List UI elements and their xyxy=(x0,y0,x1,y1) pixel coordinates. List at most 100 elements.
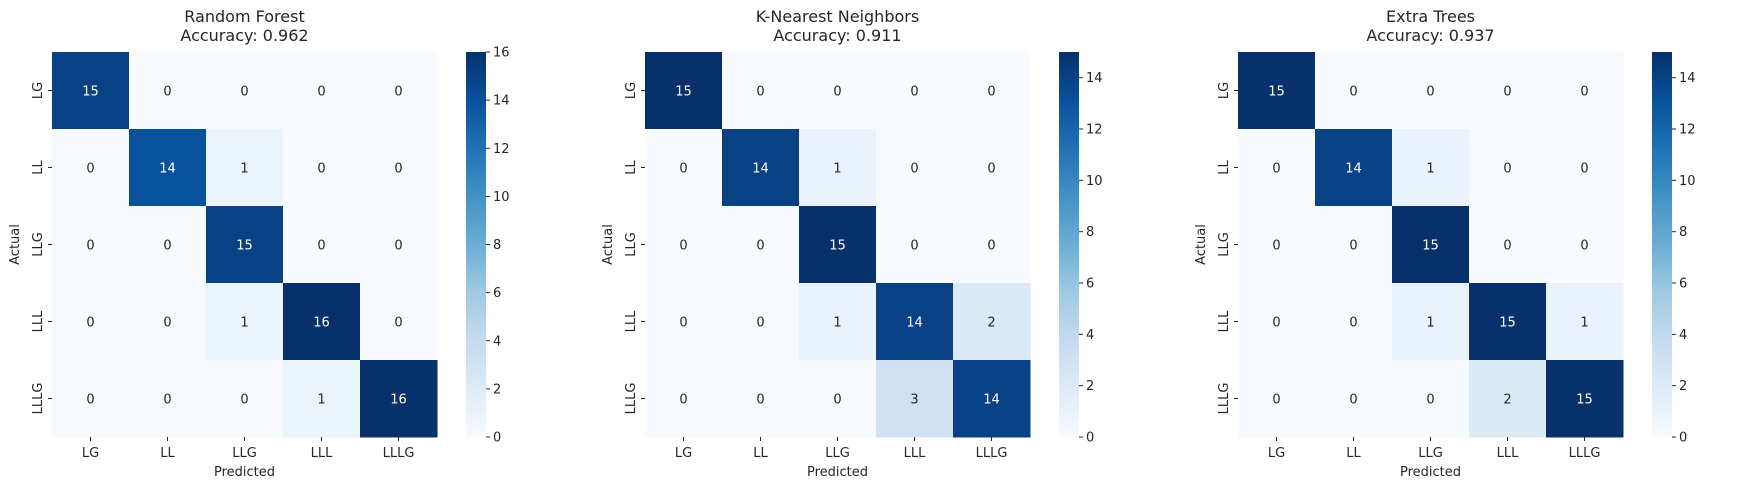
heatmap-cell xyxy=(283,283,361,361)
colorbar-tick-label: 14 xyxy=(493,94,510,109)
y-tick-label: LLLG xyxy=(624,383,639,415)
heatmap-cell xyxy=(876,129,954,207)
y-tick-label: LG xyxy=(624,82,639,99)
heatmap-cell xyxy=(722,129,800,207)
x-tick-label: LLL xyxy=(904,446,926,461)
cell-value-label: 0 xyxy=(987,85,995,100)
colorbar-tick-label: 2 xyxy=(1086,379,1094,394)
cell-value-label: 0 xyxy=(1272,239,1280,254)
colorbar-tick-label: 10 xyxy=(493,190,510,205)
heatmap-cell xyxy=(1392,206,1470,284)
heatmap-cell xyxy=(129,129,207,207)
y-tick-label: LLG xyxy=(1217,232,1232,257)
chart-subtitle: Accuracy: 0.911 xyxy=(773,26,901,45)
colorbar-tick-label: 14 xyxy=(1086,71,1103,86)
heatmap-cell xyxy=(722,283,800,361)
heatmap-cell xyxy=(1315,129,1393,207)
y-axis-label: Actual xyxy=(8,224,23,265)
heatmap-cell xyxy=(1238,129,1316,207)
cell-value-label: 0 xyxy=(1349,393,1357,408)
heatmap-cell xyxy=(129,283,207,361)
heatmap-cell xyxy=(52,283,130,361)
colorbar-tick-label: 4 xyxy=(1679,328,1687,343)
chart-subtitle: Accuracy: 0.962 xyxy=(180,26,308,45)
colorbar-tick-label: 6 xyxy=(1086,277,1094,292)
cell-value-label: 0 xyxy=(86,316,94,331)
cell-value-label: 0 xyxy=(394,239,402,254)
x-tick-label: LL xyxy=(160,446,175,461)
cell-value-label: 0 xyxy=(240,85,248,100)
cell-value-label: 0 xyxy=(1503,162,1511,177)
cell-value-label: 0 xyxy=(394,85,402,100)
colorbar xyxy=(1059,52,1079,437)
heatmap-cell xyxy=(953,129,1031,207)
heatmap-cell xyxy=(129,206,207,284)
cell-value-label: 1 xyxy=(833,162,841,177)
heatmap-cell xyxy=(953,206,1031,284)
heatmap-cell xyxy=(876,283,954,361)
x-tick-label: LLL xyxy=(1497,446,1519,461)
x-axis-label: Predicted xyxy=(807,465,868,480)
cell-value-label: 15 xyxy=(829,239,846,254)
cell-value-label: 15 xyxy=(1422,239,1439,254)
heatmap-cell xyxy=(876,206,954,284)
cell-value-label: 0 xyxy=(86,162,94,177)
heatmap-cell xyxy=(1238,52,1316,130)
cell-value-label: 0 xyxy=(756,316,764,331)
heatmap-cell xyxy=(1546,206,1624,284)
x-tick-label: LLLG xyxy=(976,446,1008,461)
heatmap-cell xyxy=(283,129,361,207)
heatmap-cell xyxy=(283,360,361,438)
x-tick-label: LLL xyxy=(311,446,333,461)
cell-value-label: 0 xyxy=(833,393,841,408)
cell-value-label: 0 xyxy=(1349,316,1357,331)
cell-value-label: 1 xyxy=(317,393,325,408)
y-tick-label: LLL xyxy=(31,310,46,332)
cell-value-label: 0 xyxy=(317,162,325,177)
x-tick-label: LG xyxy=(1268,446,1285,461)
heatmap-cell xyxy=(876,360,954,438)
x-tick-label: LL xyxy=(1346,446,1361,461)
cell-value-label: 14 xyxy=(906,316,923,331)
heatmap-cell xyxy=(1546,129,1624,207)
heatmap-cell xyxy=(1315,52,1393,130)
heatmap-cell xyxy=(360,206,438,284)
heatmap-cell xyxy=(1392,52,1470,130)
chart-title: Random Forest xyxy=(184,7,304,26)
cell-value-label: 0 xyxy=(1580,162,1588,177)
heatmap-cell xyxy=(645,129,723,207)
heatmap-cell xyxy=(1315,206,1393,284)
colorbar-tick-label: 4 xyxy=(493,334,501,349)
colorbar-tick-label: 2 xyxy=(493,382,501,397)
heatmap-cell xyxy=(799,129,877,207)
heatmap-cell xyxy=(360,360,438,438)
cell-value-label: 14 xyxy=(983,393,1000,408)
heatmap-cell xyxy=(1469,360,1547,438)
y-tick-label: LLL xyxy=(1217,310,1232,332)
y-tick-label: LLLG xyxy=(31,383,46,415)
cell-value-label: 1 xyxy=(240,316,248,331)
cell-value-label: 0 xyxy=(756,239,764,254)
heatmap-cell xyxy=(52,129,130,207)
chart-subtitle: Accuracy: 0.937 xyxy=(1366,26,1494,45)
colorbar-tick-label: 6 xyxy=(493,286,501,301)
cell-value-label: 0 xyxy=(1272,393,1280,408)
heatmap-cell xyxy=(645,360,723,438)
cell-value-label: 0 xyxy=(910,239,918,254)
colorbar-tick-label: 0 xyxy=(1679,431,1687,446)
heatmap-cell xyxy=(360,129,438,207)
heatmap-cell xyxy=(799,283,877,361)
x-tick-label: LLG xyxy=(1418,446,1443,461)
cell-value-label: 0 xyxy=(756,393,764,408)
heatmap-cell xyxy=(129,52,207,130)
colorbar-tick-label: 8 xyxy=(1679,225,1687,240)
x-axis-label: Predicted xyxy=(214,465,275,480)
cell-value-label: 0 xyxy=(1272,316,1280,331)
heatmap-cell xyxy=(1469,52,1547,130)
cell-value-label: 0 xyxy=(86,393,94,408)
heatmap-cell xyxy=(1469,129,1547,207)
cell-value-label: 0 xyxy=(1349,85,1357,100)
cell-value-label: 0 xyxy=(679,162,687,177)
